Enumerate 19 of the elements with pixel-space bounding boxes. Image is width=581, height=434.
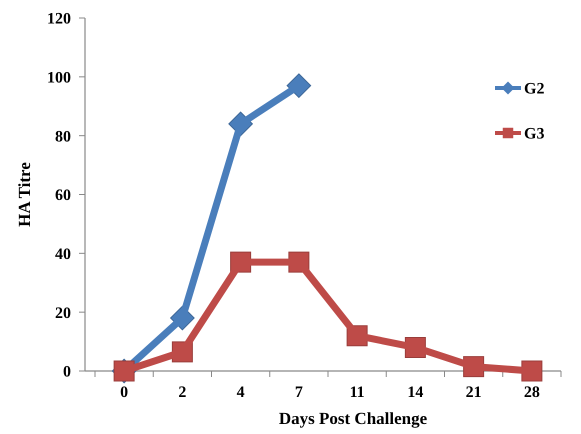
y-axis-title: HA Titre — [15, 162, 34, 227]
x-tick-label: 7 — [294, 384, 303, 401]
y-tick-label: 100 — [47, 69, 71, 86]
y-tick-label: 0 — [63, 364, 71, 381]
y-tick-label: 120 — [47, 10, 71, 28]
x-tick-label: 21 — [466, 384, 482, 401]
x-axis-title: Days Post Challenge — [278, 409, 428, 428]
y-tick-label: 40 — [55, 246, 71, 263]
x-tick-label: 14 — [407, 384, 424, 401]
x-tick-label: 2 — [178, 384, 186, 401]
y-tick-label: 80 — [55, 128, 71, 146]
y-tick-label: 60 — [55, 187, 71, 204]
x-tick-label: 11 — [350, 384, 365, 401]
legend-label: G3 — [524, 126, 544, 143]
x-tick-label: 4 — [236, 384, 245, 401]
legend-label: G2 — [524, 80, 544, 98]
y-tick-label: 20 — [55, 304, 71, 322]
x-tick-label: 28 — [524, 384, 540, 401]
x-tick-label: 0 — [120, 384, 128, 401]
